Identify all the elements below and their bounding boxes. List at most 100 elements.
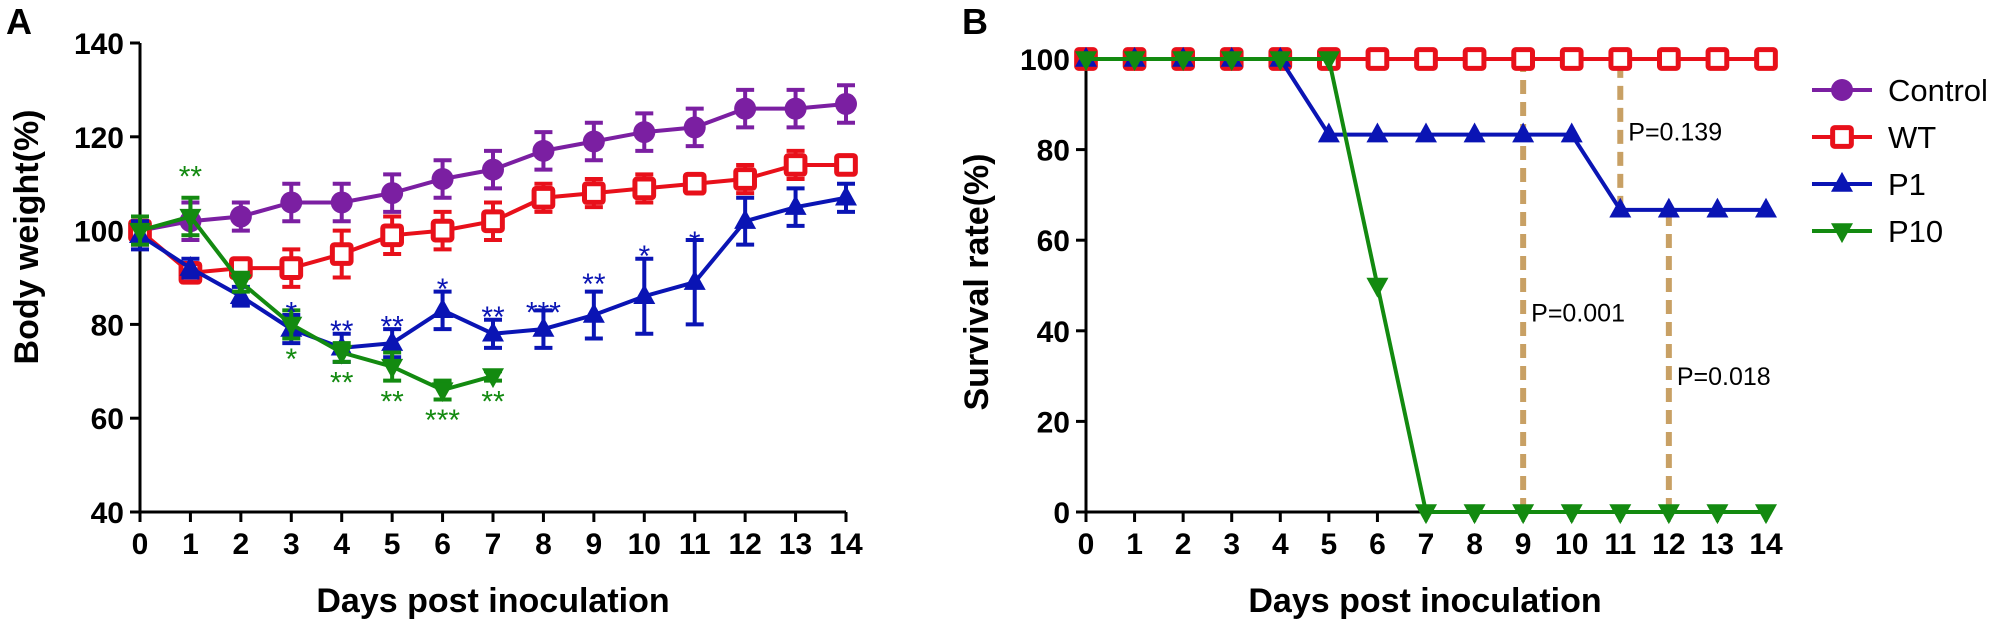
legend-label: P1 [1888, 167, 1926, 202]
panel-b-x-tick-label: 4 [1272, 528, 1289, 561]
panel-b-x-tick-label: 12 [1652, 528, 1685, 561]
panel-b-point-p10 [1317, 51, 1340, 72]
legend-swatch-marker [1831, 223, 1853, 244]
panel-a-point-p1 [835, 185, 857, 206]
legend: Control WT P1 P10 [1812, 73, 1988, 249]
panel-b-point-p10 [1609, 504, 1632, 525]
panel-b-y-tick-label: 20 [1037, 406, 1070, 439]
panel-a-point-wt [481, 209, 505, 234]
panel-b-point-p1 [1706, 197, 1729, 218]
panel-b-y-tick-label: 0 [1053, 497, 1070, 530]
panel-a-x-tick-label: 4 [333, 528, 350, 561]
panel-b-point-p1 [1463, 122, 1486, 143]
panel-a-significance-marker: ** [481, 301, 505, 334]
panel-b-p-value-label: P=0.018 [1677, 363, 1771, 391]
panel-a-point-control [633, 121, 656, 144]
panel-a-x-tick-label: 9 [586, 528, 603, 561]
panel-b-point-p1 [1415, 122, 1437, 143]
panel-b-point-p1 [1657, 197, 1680, 218]
panel-a-point-control [784, 97, 807, 120]
panel-a-significance-marker: * [285, 343, 297, 376]
panel-a-x-tick-label: 10 [628, 528, 661, 561]
panel-b-point-p10 [1220, 51, 1243, 72]
panel-a-x-tick-label: 1 [182, 528, 199, 561]
panel-a-y-tick-label: 40 [91, 497, 124, 530]
legend-item-p1: P1 [1812, 167, 1926, 202]
panel-a-y-tick-label: 100 [74, 216, 124, 249]
panel-a-label: A [6, 1, 32, 42]
panel-a-point-p1 [179, 256, 202, 276]
panel-b-point-p10 [1415, 504, 1437, 525]
panel-b-label: B [962, 1, 988, 42]
panel-b-point-p1 [1512, 122, 1535, 143]
panel-b-point-wt [1462, 47, 1487, 71]
panel-b-plot: 0 1 2 3 4 5 6 7 8 9 10 11 12 13 14020406080100P=0.139P… [1020, 44, 1783, 561]
panel-b-x-tick-label: 3 [1223, 528, 1240, 561]
legend-label: P10 [1888, 214, 1943, 249]
panel-b-y-tick-label: 60 [1037, 225, 1070, 258]
panel-b-x-tick-label: 6 [1369, 528, 1386, 561]
panel-a-point-control [734, 97, 757, 120]
legend-swatch-marker [1830, 125, 1854, 149]
panel-b-point-p1 [1755, 197, 1777, 218]
panel-a-point-p10 [280, 316, 303, 337]
panel-a-point-p10 [431, 382, 454, 403]
panel-b-point-wt [1705, 47, 1730, 71]
panel-a-significance-marker: * [638, 240, 650, 273]
panel-b-x-tick-label: 2 [1175, 528, 1192, 561]
panel-a-point-control [381, 182, 404, 205]
panel-b-point-p10 [1706, 504, 1729, 525]
panel-b-point-p10 [1560, 504, 1583, 525]
panel-a-point-wt [380, 223, 404, 248]
panel-b-point-wt [1365, 47, 1390, 71]
panel-a-x-tick-label: 3 [283, 528, 300, 561]
panel-a-point-wt [783, 153, 808, 177]
panel-a-point-control [835, 92, 857, 115]
panel-b-point-p10 [1657, 504, 1680, 525]
panel-a-point-control [683, 116, 706, 139]
panel-a-point-p10 [482, 368, 504, 389]
panel-a-plot: 0 1 2 3 4 5 6 7 8 9 10 11 12 13 14406080100120140*****… [74, 28, 863, 561]
panel-a-significance-marker: ** [330, 367, 354, 400]
panel-a-series-p10 [129, 195, 504, 403]
panel-b-point-p1 [1609, 197, 1632, 218]
panel-a-x-tick-label: 2 [233, 528, 250, 561]
panel-a-point-p1 [582, 302, 605, 323]
panel-b-x-tick-label: 10 [1555, 528, 1588, 561]
panel-a-point-control [330, 191, 353, 214]
panel-a-point-wt [682, 171, 707, 196]
panel-b-point-wt [1559, 47, 1584, 71]
panel-a-significance-marker: ** [179, 160, 203, 193]
panel-b-x-tick-label: 13 [1701, 528, 1734, 561]
panel-a-point-p1 [532, 316, 555, 337]
panel-a-x-axis-label: Days post inoculation [316, 582, 669, 620]
panel-a-point-p10 [330, 344, 353, 365]
panel-b-x-tick-label: 11 [1604, 528, 1636, 561]
panel-a-point-p10 [381, 358, 404, 379]
panel-a-significance-marker: ** [330, 315, 354, 348]
panel-b-series-p10 [1075, 51, 1777, 525]
panel-b-point-wt [1657, 47, 1681, 71]
panel-b-point-p1 [1366, 122, 1389, 143]
legend-label: Control [1888, 73, 1988, 108]
panel-b-x-tick-label: 14 [1749, 528, 1783, 561]
panel-b-x-tick-label: 7 [1418, 528, 1435, 561]
panel-a-x-tick-label: 11 [679, 528, 711, 561]
panel-b-point-p10 [1755, 504, 1777, 525]
panel-b-point-wt [1414, 47, 1438, 71]
panel-a-x-tick-label: 14 [829, 528, 863, 561]
panel-a-y-tick-label: 80 [91, 309, 124, 342]
panel-b-point-wt [1754, 47, 1778, 71]
panel-a-point-wt [531, 185, 556, 210]
panel-a-y-axis-label: Body weight(%) [8, 110, 46, 365]
panel-a-significance-marker: *** [526, 296, 561, 329]
legend-swatch-marker [1831, 171, 1853, 192]
panel-a-point-wt [733, 167, 757, 191]
panel-a-point-wt [430, 218, 455, 243]
panel-a-x-tick-label: 12 [728, 528, 761, 561]
legend-item-wt: WT [1812, 120, 1936, 155]
panel-a-point-p1 [784, 195, 807, 215]
panel-b-y-tick-label: 80 [1037, 135, 1070, 168]
panel-a-point-wt [279, 256, 304, 280]
